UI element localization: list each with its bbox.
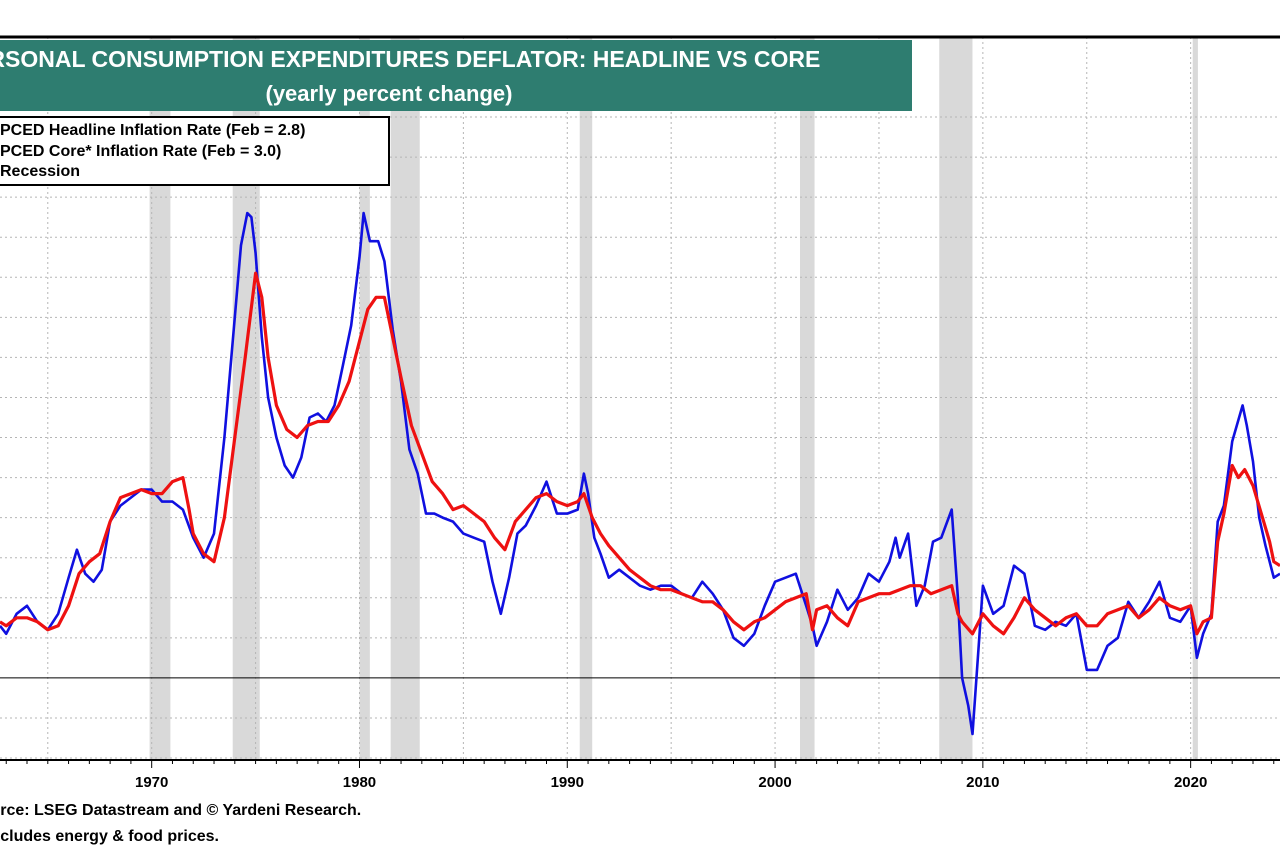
- x-tick-labels: 1970 1980 1990 2000 2010 2020: [135, 774, 1207, 791]
- x-tick-label-1980: 1980: [343, 774, 376, 791]
- recession-band-0: [149, 37, 171, 760]
- chart-title-banner: PERSONAL CONSUMPTION EXPENDITURES DEFLAT…: [0, 40, 912, 111]
- legend-label-headline: PCED Headline Inflation Rate (Feb = 2.8): [0, 122, 306, 139]
- legend-item-headline: PCED Headline Inflation Rate (Feb = 2.8): [0, 122, 305, 140]
- legend-item-recession: Recession: [0, 163, 80, 181]
- legend: PCED Headline Inflation Rate (Feb = 2.8)…: [0, 116, 390, 186]
- source-note: Source: LSEG Datastream and © Yardeni Re…: [0, 802, 362, 819]
- x-tick-label-2020: 2020: [1174, 774, 1207, 791]
- x-tick-label-1990: 1990: [551, 774, 584, 791]
- legend-label-core: PCED Core* Inflation Rate (Feb = 3.0): [0, 143, 282, 160]
- recession-band-5: [800, 37, 815, 760]
- recession-band-4: [579, 37, 593, 760]
- series-lines: [0, 211, 1280, 736]
- x-tick-label-2010: 2010: [966, 774, 999, 791]
- chart-title: PERSONAL CONSUMPTION EXPENDITURES DEFLAT…: [0, 46, 821, 72]
- headline-inflation-line: [0, 211, 1280, 736]
- x-tick-label-2000: 2000: [758, 774, 791, 791]
- recession-band-7: [1192, 37, 1198, 760]
- axes: [0, 35, 1280, 768]
- recession-band-2: [359, 37, 370, 760]
- recession-band-6: [939, 37, 973, 760]
- footnote: * Excludes energy & food prices.: [0, 828, 219, 845]
- legend-label-recession: Recession: [0, 163, 81, 180]
- x-tick-label-1970: 1970: [135, 774, 168, 791]
- legend-item-core: PCED Core* Inflation Rate (Feb = 3.0): [0, 143, 281, 161]
- chart-subtitle: (yearly percent change): [265, 81, 513, 106]
- core-inflation-line: [0, 271, 1280, 636]
